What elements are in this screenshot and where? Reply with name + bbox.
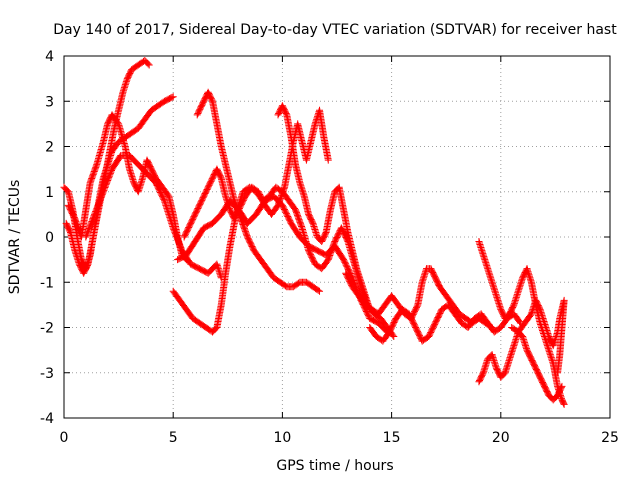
- x-tick-label: 5: [169, 430, 178, 446]
- y-tick-label: 4: [45, 49, 54, 65]
- y-tick-label: -2: [40, 321, 54, 337]
- series-arc-11: [366, 301, 524, 345]
- data-point: [92, 162, 100, 170]
- series-arc-2: [62, 57, 153, 277]
- series-arc-4: [82, 152, 225, 282]
- y-tick-label: 3: [45, 94, 54, 110]
- y-tick-label: 1: [45, 185, 54, 201]
- x-tick-label: 20: [492, 430, 510, 446]
- y-tick-label: 2: [45, 140, 54, 156]
- y-axis-label: SDTVAR / TECUs: [7, 180, 23, 295]
- data-point: [557, 384, 565, 392]
- data-point: [389, 331, 397, 339]
- data-point: [560, 399, 568, 407]
- y-tick-label: -3: [40, 366, 54, 382]
- series-arc-13: [475, 328, 566, 404]
- data-point: [554, 369, 562, 377]
- data-point: [144, 60, 152, 68]
- y-tick-labels: -4 -3 -2 -1 0 1 2 3 4: [40, 49, 54, 427]
- data-point: [280, 185, 288, 193]
- x-tick-label: 25: [601, 430, 619, 446]
- data-point: [516, 318, 524, 326]
- y-tick-label: 0: [45, 230, 54, 246]
- series-arc-6: [193, 88, 324, 295]
- data-point: [324, 156, 332, 164]
- data-point: [168, 93, 176, 101]
- data-point: [558, 382, 566, 390]
- data-point: [145, 61, 153, 69]
- data-point: [169, 93, 177, 101]
- series-arc-14: [508, 296, 568, 377]
- x-tick-label: 10: [273, 430, 291, 446]
- x-tick-labels: 0 5 10 15 20 25: [60, 430, 619, 446]
- y-tick-label: -1: [40, 275, 54, 291]
- data-point: [560, 400, 568, 408]
- data-points: [60, 57, 568, 408]
- y-tick-label: -4: [40, 411, 54, 427]
- x-tick-label: 15: [383, 430, 401, 446]
- data-point: [298, 223, 306, 231]
- series-arc-10: [342, 265, 496, 331]
- data-point: [314, 286, 322, 294]
- chart-title: Day 140 of 2017, Sidereal Day-to-day VTE…: [53, 22, 617, 38]
- data-point: [390, 333, 398, 341]
- data-point: [160, 195, 168, 203]
- data-point: [413, 302, 421, 310]
- data-point: [316, 287, 324, 295]
- x-tick-label: 0: [60, 430, 69, 446]
- x-axis-label: GPS time / hours: [276, 458, 393, 474]
- series-arc-8: [174, 192, 391, 336]
